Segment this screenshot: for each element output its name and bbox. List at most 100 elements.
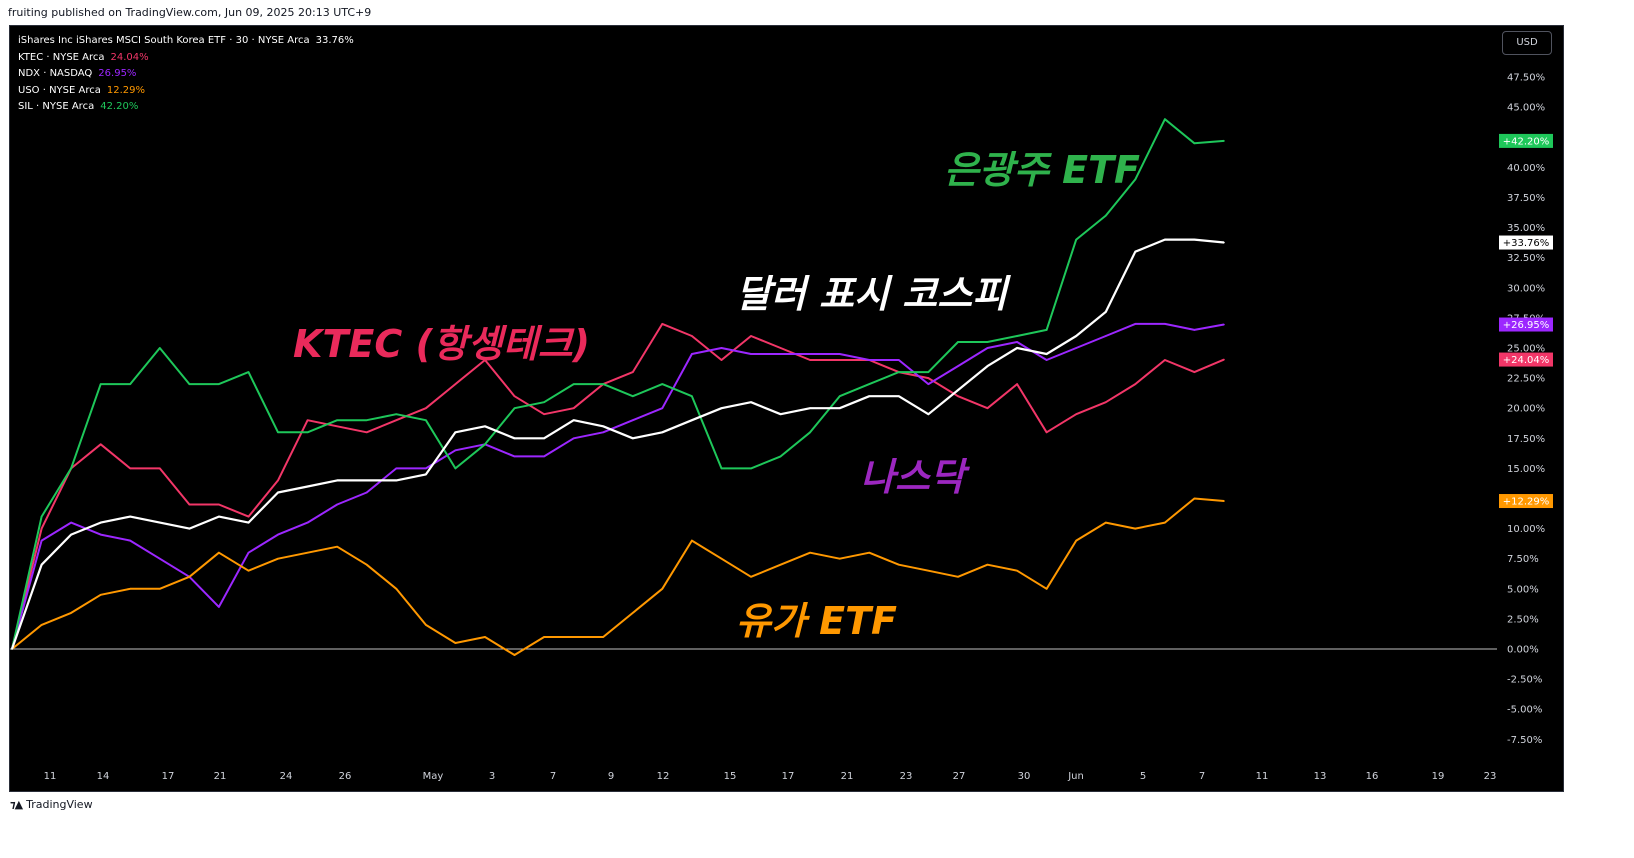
y-tick-label: 5.00% bbox=[1507, 584, 1539, 595]
chart-panel[interactable] bbox=[9, 25, 1564, 792]
data-point bbox=[631, 437, 634, 440]
data-point bbox=[1104, 335, 1107, 337]
data-point bbox=[1075, 539, 1077, 542]
legend-symbol: KTEC · NYSE Arca bbox=[18, 51, 105, 63]
y-tick-label: 2.50% bbox=[1507, 614, 1539, 625]
data-point bbox=[188, 383, 191, 385]
currency-button[interactable]: USD bbox=[1502, 31, 1552, 55]
data-point bbox=[99, 443, 102, 446]
data-point bbox=[247, 515, 250, 518]
last-value-tag-label: +33.76% bbox=[1503, 238, 1550, 249]
data-point bbox=[365, 491, 368, 494]
last-value-tag-bg bbox=[1499, 494, 1553, 509]
legend-symbol: SIL · NYSE Arca bbox=[18, 101, 95, 112]
data-point bbox=[1223, 241, 1225, 244]
y-tick-label: 45.00% bbox=[1507, 103, 1545, 114]
data-point bbox=[395, 419, 398, 422]
data-point bbox=[1193, 142, 1196, 145]
data-point bbox=[277, 557, 279, 560]
data-point bbox=[898, 395, 900, 397]
legend-item-ndx[interactable]: NDX · NASDAQ 26.95% bbox=[18, 66, 354, 83]
data-point bbox=[218, 551, 220, 554]
series-line-ndx bbox=[11, 322, 1225, 650]
legend-value: 33.76% bbox=[315, 35, 354, 46]
data-point bbox=[1075, 335, 1077, 337]
last-value-tag: +26.95% bbox=[1499, 317, 1553, 332]
data-point bbox=[1104, 521, 1107, 524]
data-point bbox=[750, 575, 752, 578]
data-point bbox=[927, 413, 930, 416]
data-point bbox=[838, 353, 841, 355]
data-point bbox=[1193, 238, 1196, 241]
data-point bbox=[513, 407, 516, 410]
y-tick-label: 0.00% bbox=[1507, 645, 1539, 656]
data-point bbox=[247, 569, 250, 572]
data-point bbox=[868, 359, 871, 361]
data-point bbox=[720, 407, 723, 410]
x-tick-label: 9 bbox=[608, 771, 614, 782]
data-point bbox=[1104, 401, 1107, 403]
data-point bbox=[691, 539, 693, 542]
data-point bbox=[513, 455, 516, 458]
x-tick-label: 5 bbox=[1140, 771, 1146, 782]
data-point bbox=[543, 437, 545, 440]
last-value-tag-label: +42.20% bbox=[1503, 136, 1550, 147]
y-tick-label: 10.00% bbox=[1507, 524, 1545, 535]
y-tick-label: 35.00% bbox=[1507, 223, 1545, 234]
data-point bbox=[306, 521, 309, 524]
tradingview-logo[interactable]: ⁊▲ TradingView bbox=[10, 798, 93, 811]
series-line-sil bbox=[11, 118, 1225, 650]
data-point bbox=[691, 419, 693, 422]
data-point bbox=[957, 341, 959, 343]
data-point bbox=[720, 557, 723, 560]
data-point bbox=[395, 413, 398, 416]
data-point bbox=[40, 527, 43, 530]
data-point bbox=[631, 612, 634, 614]
tradingview-logo-icon: ⁊▲ bbox=[10, 798, 23, 811]
y-tick-label: 30.00% bbox=[1507, 283, 1545, 294]
data-point bbox=[1016, 341, 1018, 343]
y-tick-label: 15.00% bbox=[1507, 464, 1545, 475]
data-point bbox=[159, 557, 161, 560]
data-point bbox=[306, 551, 309, 554]
y-tick-label: 20.00% bbox=[1507, 404, 1545, 415]
data-point bbox=[129, 539, 132, 542]
data-point bbox=[809, 407, 811, 410]
data-point bbox=[720, 359, 723, 361]
data-point bbox=[779, 347, 782, 349]
data-point bbox=[1164, 118, 1166, 121]
data-point bbox=[484, 359, 486, 361]
data-point bbox=[306, 431, 309, 434]
data-point bbox=[986, 365, 989, 367]
data-point bbox=[336, 479, 338, 482]
data-point bbox=[70, 521, 72, 524]
x-tick-label: 7 bbox=[550, 771, 556, 782]
data-point bbox=[1134, 527, 1137, 530]
legend-item-ktec[interactable]: KTEC · NYSE Arca 24.04% bbox=[18, 50, 354, 67]
data-point bbox=[927, 569, 930, 572]
legend-item-sil[interactable]: SIL · NYSE Arca 42.20% bbox=[18, 99, 354, 116]
data-point bbox=[70, 612, 72, 614]
data-point bbox=[454, 449, 457, 452]
data-point bbox=[277, 479, 279, 482]
data-point bbox=[425, 407, 427, 410]
data-point bbox=[99, 533, 102, 536]
last-value-tag: +24.04% bbox=[1499, 352, 1553, 367]
data-point bbox=[1223, 323, 1225, 326]
data-point bbox=[247, 521, 250, 524]
data-point bbox=[1045, 359, 1048, 361]
legend-item-uso[interactable]: USO · NYSE Arca 12.29% bbox=[18, 83, 354, 100]
x-tick-label: 17 bbox=[782, 771, 795, 782]
data-point bbox=[661, 383, 664, 385]
data-point bbox=[1016, 569, 1018, 572]
x-tick-label: May bbox=[423, 771, 444, 782]
data-point bbox=[513, 395, 516, 397]
legend-value: 26.95% bbox=[98, 68, 137, 79]
legend-item-ewy[interactable]: iShares Inc iShares MSCI South Korea ETF… bbox=[18, 33, 354, 50]
data-point bbox=[1045, 431, 1048, 434]
data-point bbox=[631, 371, 634, 373]
data-point bbox=[868, 383, 871, 385]
last-value-tag-label: +24.04% bbox=[1503, 355, 1550, 366]
x-tick-label: 23 bbox=[900, 771, 913, 782]
